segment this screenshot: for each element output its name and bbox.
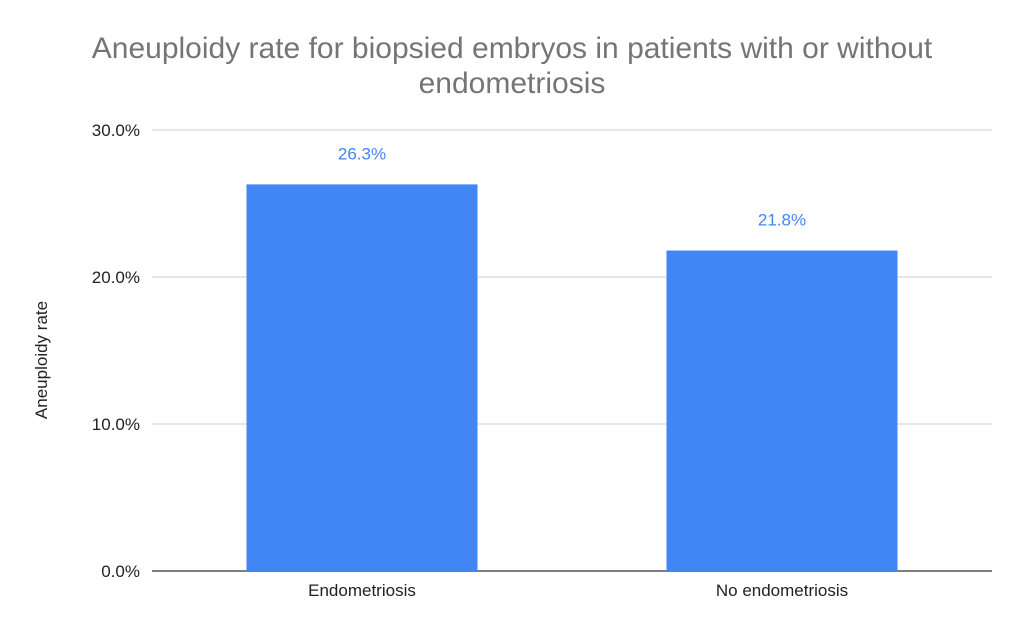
y-tick-label: 0.0% [101,562,140,581]
bar-no-endometriosis [666,250,898,572]
chart-title-line-1: Aneuploidy rate for biopsied embryos in … [92,32,933,65]
data-labels: 26.3% 21.8% [338,144,806,229]
bar-endometriosis [246,184,478,571]
x-tick-label: Endometriosis [308,581,416,600]
chart-title-line-2: endometriosis [419,67,606,100]
data-label: 26.3% [338,144,386,163]
y-tick-label: 10.0% [92,415,140,434]
data-label: 21.8% [758,211,806,230]
y-tick-label: 30.0% [92,121,140,140]
y-axis-label: Aneuploidy rate [32,301,51,419]
x-tick-label: No endometriosis [716,581,848,600]
tick-labels: 0.0% 10.0% 20.0% 30.0% Endometriosis No endom… [92,121,848,600]
bars [246,184,898,572]
y-tick-label: 20.0% [92,268,140,287]
